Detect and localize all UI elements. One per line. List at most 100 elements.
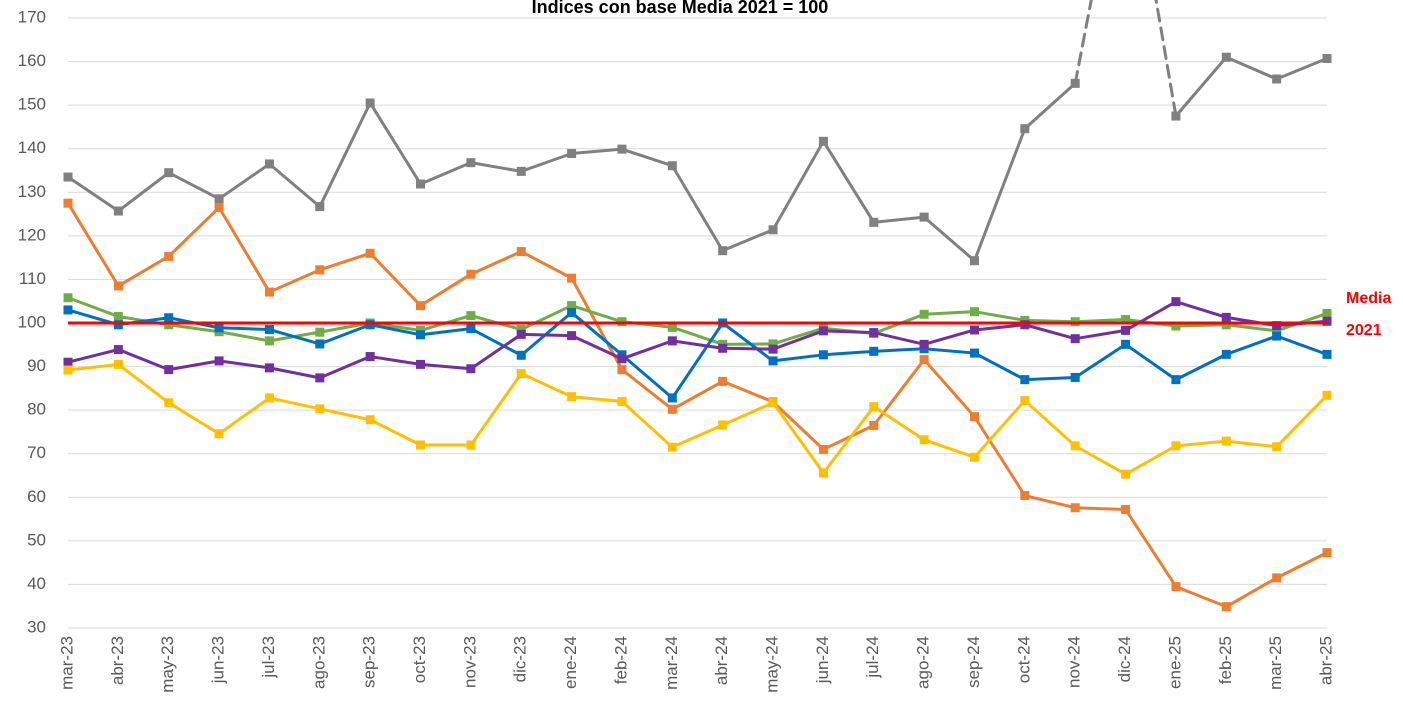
x-tick-label: abr-24: [712, 636, 731, 685]
marker: [1221, 52, 1231, 62]
line-segment: [972, 415, 1027, 498]
marker: [164, 320, 174, 330]
marker: [969, 256, 979, 266]
marker: [919, 339, 929, 349]
marker: [516, 369, 526, 379]
marker: [617, 354, 627, 364]
y-tick-label: 70: [27, 443, 46, 462]
marker: [919, 355, 929, 365]
line-segment: [570, 395, 624, 403]
line-segment: [1275, 57, 1329, 81]
marker: [919, 309, 929, 319]
marker: [969, 348, 979, 358]
line-segment: [1275, 551, 1329, 580]
marker: [818, 468, 828, 478]
line-segment: [1275, 393, 1329, 449]
marker: [466, 158, 476, 168]
marker: [818, 350, 828, 360]
marker: [315, 339, 325, 349]
line-segment: [670, 339, 725, 350]
marker: [365, 248, 375, 258]
x-tick-label: feb-24: [611, 636, 630, 684]
line-segment: [419, 362, 473, 371]
line-segment: [1124, 342, 1178, 382]
marker: [365, 320, 375, 330]
marker: [416, 301, 426, 311]
line-segment: [620, 353, 674, 400]
marker: [1221, 320, 1231, 330]
line-segment: [771, 401, 825, 475]
marker: [315, 202, 325, 212]
line-segment: [670, 379, 725, 411]
marker: [667, 404, 677, 414]
marker: [1020, 375, 1030, 385]
line-segment: [620, 339, 674, 361]
marker: [164, 251, 174, 261]
y-tick-label: 140: [18, 138, 46, 157]
line-segment: [1224, 323, 1279, 333]
line-segment: [1073, 342, 1128, 379]
line-segment: [116, 171, 171, 213]
marker: [1121, 325, 1131, 335]
marker: [214, 323, 224, 333]
line-segment: [821, 329, 876, 335]
marker: [667, 322, 677, 332]
line-segment: [318, 323, 372, 346]
line-segment: [922, 438, 976, 459]
marker: [1272, 326, 1282, 336]
marker: [1322, 349, 1332, 359]
marker: [1322, 54, 1332, 64]
line-segment: [872, 331, 926, 346]
marker: [63, 365, 73, 375]
line-segment: [670, 423, 725, 449]
marker: [1171, 582, 1181, 592]
line-segment: [318, 407, 372, 422]
line-segment: [570, 334, 624, 361]
line-segment: [368, 251, 423, 308]
marker: [768, 339, 778, 349]
marker: [63, 293, 73, 303]
line-segment: [167, 171, 221, 201]
line-segment: [469, 332, 523, 371]
y-tick-label: 40: [27, 574, 46, 593]
line-segment: [368, 323, 423, 337]
line-segment: [469, 372, 523, 447]
line-segment: [419, 161, 473, 186]
y-tick-label: 90: [27, 356, 46, 375]
x-tick-label: sep-24: [964, 636, 983, 688]
line-segment: [972, 399, 1027, 459]
marker: [969, 412, 979, 422]
marker: [1272, 331, 1282, 341]
x-tick-label: oct-23: [410, 636, 429, 683]
marker: [466, 324, 476, 334]
x-tick-label: abr-23: [108, 636, 127, 685]
line-segment: [419, 327, 473, 337]
marker: [768, 398, 778, 408]
marker: [113, 345, 123, 355]
line-segment: [469, 250, 523, 276]
marker: [718, 420, 728, 430]
x-tick-label: may-23: [158, 636, 177, 693]
line-segment: [721, 346, 775, 351]
x-tick-label: mar-23: [57, 636, 76, 690]
line-segment: [721, 379, 775, 404]
line-segment: [318, 101, 372, 209]
line-segment: [1174, 300, 1228, 319]
line-segment: [167, 401, 221, 436]
line-segment: [267, 162, 322, 209]
marker: [466, 311, 476, 321]
marker: [1171, 111, 1181, 121]
marker: [1070, 78, 1080, 88]
marker: [667, 393, 677, 403]
y-tick-label: 150: [18, 95, 46, 114]
marker: [63, 357, 73, 367]
x-tick-label: ago-23: [309, 636, 328, 689]
line-segment: [771, 139, 825, 232]
marker: [1221, 312, 1231, 322]
line-segment: [1023, 323, 1077, 341]
line-segment: [872, 215, 926, 224]
line-segment: [872, 358, 926, 427]
marker: [869, 328, 879, 338]
marker: [1322, 308, 1332, 318]
line-segment: [217, 206, 271, 294]
